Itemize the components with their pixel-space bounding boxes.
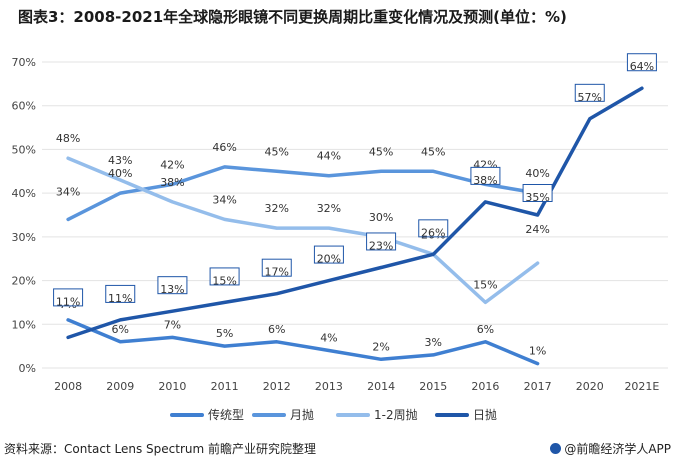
x-tick-label: 2012	[263, 380, 291, 393]
data-label-月抛: 42%	[160, 158, 184, 171]
x-tick-label: 2017	[524, 380, 552, 393]
x-tick-label: 2011	[211, 380, 239, 393]
series-lines	[66, 86, 644, 366]
data-label-传统型: 6%	[477, 323, 494, 336]
x-tick-label: 2013	[315, 380, 343, 393]
brand-logo-icon	[550, 443, 562, 454]
x-tick-label: 2014	[367, 380, 395, 393]
legend: 传统型 月抛 1-2周抛 日抛	[170, 407, 497, 422]
data-label-日抛: 11%	[56, 295, 80, 308]
x-tick-label: 2010	[158, 380, 186, 393]
data-label-传统型: 7%	[164, 318, 181, 331]
series-line-1-2周抛	[66, 156, 540, 305]
y-tick-label: 40%	[12, 187, 36, 200]
x-tick-label: 2020	[576, 380, 604, 393]
y-tick-label: 70%	[12, 56, 36, 69]
data-label-月抛: 40%	[525, 167, 549, 180]
data-label-box	[574, 83, 605, 102]
data-label-box	[105, 284, 136, 303]
chart-title: 图表3：2008-2021年全球隐形眼镜不同更换周期比重变化情况及预测(单位：%…	[18, 8, 567, 26]
data-label-传统型: 5%	[216, 327, 233, 340]
legend-label-月抛: 月抛	[290, 407, 314, 422]
data-label-日抛: 15%	[212, 274, 236, 287]
data-label-月抛: 34%	[56, 185, 80, 198]
data-label-box	[209, 267, 240, 286]
y-tick-label: 10%	[12, 318, 36, 331]
data-label-月抛: 40%	[108, 167, 132, 180]
legend-label-1-2周抛: 1-2周抛	[374, 407, 418, 422]
data-label-传统型: 3%	[425, 336, 442, 349]
data-label-月抛: 44%	[317, 150, 341, 163]
data-label-月抛: 45%	[369, 145, 393, 158]
data-label-月抛: 45%	[265, 145, 289, 158]
data-label-box	[418, 219, 449, 238]
data-label-月抛: 46%	[212, 141, 236, 154]
data-label-box	[313, 245, 344, 264]
y-tick-label: 20%	[12, 275, 36, 288]
x-tick-label: 2015	[419, 380, 447, 393]
x-tick-label: 2021E	[624, 380, 659, 393]
data-label-1-2周抛: 43%	[108, 154, 132, 167]
series-line-日抛	[66, 86, 644, 340]
series-line-月抛	[66, 165, 540, 222]
data-label-日抛: 57%	[578, 91, 602, 104]
x-tick-label: 2016	[471, 380, 499, 393]
y-tick-label: 0%	[19, 362, 36, 375]
y-tick-label: 30%	[12, 231, 36, 244]
data-label-1-2周抛: 15%	[473, 278, 497, 291]
data-label-日抛: 64%	[630, 60, 654, 73]
brand-text: @前瞻经济学人APP	[564, 442, 671, 456]
data-label-1-2周抛: 38%	[160, 176, 184, 189]
data-labels: 7%6%7%5%6%4%2%3%6%1%34%40%42%46%45%44%45…	[53, 53, 657, 358]
brand-credit: @前瞻经济学人APP	[550, 440, 671, 457]
data-label-box	[626, 53, 657, 72]
x-tick-label: 2009	[106, 380, 134, 393]
data-label-传统型: 1%	[529, 345, 546, 358]
data-label-1-2周抛: 32%	[317, 202, 341, 215]
y-tick-label: 50%	[12, 143, 36, 156]
data-label-box	[53, 288, 84, 307]
data-label-月抛: 45%	[421, 145, 445, 158]
data-label-1-2周抛: 30%	[369, 211, 393, 224]
data-label-1-2周抛: 32%	[265, 202, 289, 215]
y-axis: 0% 10% 20% 30% 40% 50% 60% 70%	[12, 56, 36, 375]
data-label-日抛: 23%	[369, 239, 393, 252]
data-label-传统型: 4%	[320, 332, 337, 345]
data-label-传统型: 6%	[268, 323, 285, 336]
x-axis: 2008 2009 2010 2011 2012 2013 2014 2015 2016 2017…	[54, 380, 659, 393]
data-label-日抛: 11%	[108, 292, 132, 305]
legend-label-日抛: 日抛	[473, 407, 497, 422]
data-label-box	[157, 276, 188, 295]
data-label-传统型: 2%	[372, 340, 389, 353]
data-label-box	[366, 232, 397, 251]
x-tick-label: 2008	[54, 380, 82, 393]
legend-label-传统型: 传统型	[208, 407, 244, 422]
y-tick-label: 60%	[12, 100, 36, 113]
series-line-传统型	[66, 318, 540, 366]
data-label-box	[522, 184, 553, 202]
data-label-日抛: 20%	[317, 253, 341, 266]
data-label-日抛: 17%	[265, 266, 289, 279]
data-label-日抛: 38%	[473, 174, 497, 187]
data-label-1-2周抛: 34%	[212, 193, 236, 206]
data-label-1-2周抛: 48%	[56, 132, 80, 145]
data-label-box	[470, 166, 501, 185]
data-label-日抛: 13%	[160, 283, 184, 296]
data-label-box	[261, 258, 292, 277]
gridlines	[42, 61, 668, 369]
data-label-传统型: 6%	[112, 323, 129, 336]
data-label-日抛: 26%	[421, 226, 445, 239]
data-label-1-2周抛: 24%	[525, 223, 549, 236]
data-label-日抛: 35%	[525, 191, 549, 204]
source-note: 资料来源：Contact Lens Spectrum 前瞻产业研究院整理	[4, 442, 316, 456]
